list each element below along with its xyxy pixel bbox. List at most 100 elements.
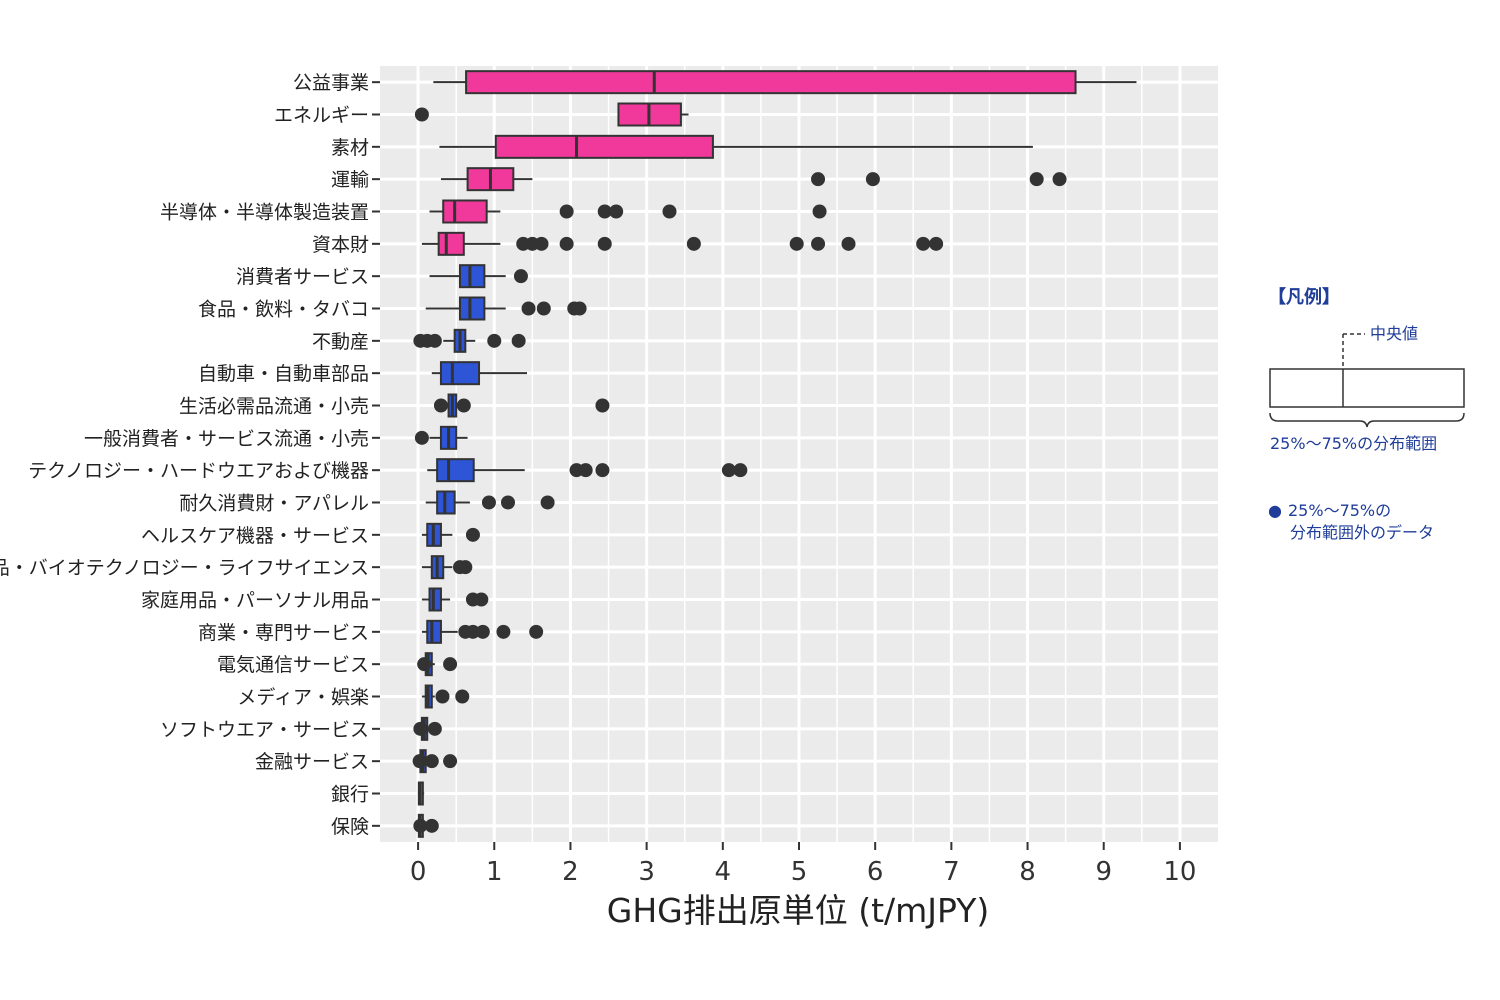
outlier-point xyxy=(424,818,439,833)
box-group xyxy=(413,813,439,838)
box-group xyxy=(431,361,528,386)
category-label: 素材 xyxy=(331,137,369,159)
x-tick-label: 2 xyxy=(562,857,579,887)
box-group xyxy=(421,619,544,644)
outlier-point xyxy=(412,754,427,769)
outlier-point xyxy=(609,204,624,219)
category-label: 半導体・半導体製造装置 xyxy=(160,202,369,224)
category-label: エネルギー xyxy=(274,105,369,127)
outlier-point xyxy=(578,463,593,478)
outlier-point xyxy=(456,398,471,413)
box-group xyxy=(421,587,489,612)
category-label: メディア・娯楽 xyxy=(237,687,369,709)
category-label: 金融サービス xyxy=(255,751,369,773)
legend-median-label: 中央値 xyxy=(1370,324,1418,343)
outlier-point xyxy=(435,689,450,704)
category-label: 銀行 xyxy=(331,784,369,806)
category-label: 一般消費者・サービス流通・小売 xyxy=(84,428,369,450)
box-iqr xyxy=(458,264,486,289)
outlier-point xyxy=(414,107,429,122)
outlier-point xyxy=(733,463,748,478)
category-label: ヘルスケア機器・サービス xyxy=(141,525,369,547)
box-group xyxy=(425,296,587,321)
outlier-point xyxy=(414,430,429,445)
outlier-point xyxy=(455,689,470,704)
box-group xyxy=(421,684,470,709)
boxes-layer xyxy=(412,70,1137,838)
category-label: 自動車・自動車部品 xyxy=(198,363,369,385)
category-label: 家庭用品・パーソナル用品 xyxy=(141,590,369,612)
outlier-point xyxy=(465,527,480,542)
category-label: 医薬品・バイオテクノロジー・ライフサイエンス xyxy=(0,557,369,579)
legend-range-label: 25%～75%の分布範囲 xyxy=(1270,434,1437,453)
outlier-point xyxy=(413,818,428,833)
category-label: 電気通信サービス xyxy=(217,654,369,676)
box-group xyxy=(413,328,526,353)
legend-outlier-label-2: 分布範囲外のデータ xyxy=(1290,523,1434,542)
box-group xyxy=(417,781,425,806)
x-axis-title: GHG排出原単位 (t/mJPY) xyxy=(607,891,989,930)
outlier-point xyxy=(500,495,515,510)
box-iqr xyxy=(436,458,475,483)
outlier-point xyxy=(662,204,677,219)
outlier-point xyxy=(595,463,610,478)
outlier-point xyxy=(534,236,549,251)
outlier-point xyxy=(811,236,826,251)
x-tick-label: 1 xyxy=(486,857,503,887)
box-iqr xyxy=(428,587,442,612)
category-label: 消費者サービス xyxy=(236,266,369,288)
category-label: 資本財 xyxy=(312,234,369,256)
outlier-point xyxy=(465,624,480,639)
box-group xyxy=(421,555,473,580)
outlier-point xyxy=(496,624,511,639)
box-group xyxy=(421,231,944,256)
x-tick-label: 7 xyxy=(943,857,960,887)
outlier-point xyxy=(433,398,448,413)
box-iqr xyxy=(494,134,714,159)
category-labels: 公益事業エネルギー素材運輸半導体・半導体製造装置資本財消費者サービス食品・飲料・… xyxy=(0,72,380,838)
x-tick-label: 5 xyxy=(791,857,808,887)
box-group xyxy=(414,102,689,127)
outlier-point xyxy=(511,333,526,348)
outlier-point xyxy=(789,236,804,251)
outlier-point xyxy=(841,236,856,251)
box-group xyxy=(425,490,555,515)
legend-box xyxy=(1269,368,1465,408)
outlier-point xyxy=(521,301,536,316)
box-group xyxy=(412,749,458,774)
outlier-point xyxy=(597,204,612,219)
outlier-point xyxy=(572,301,587,316)
outlier-point xyxy=(417,657,432,672)
outlier-point xyxy=(540,495,555,510)
category-label: 保険 xyxy=(331,816,369,838)
outlier-point xyxy=(513,269,528,284)
box-group xyxy=(421,522,480,547)
outlier-point xyxy=(427,333,442,348)
box-group xyxy=(414,425,468,450)
box-group xyxy=(433,70,1137,95)
outlier-point xyxy=(595,398,610,413)
box-iqr xyxy=(458,296,486,321)
category-label: 運輸 xyxy=(331,169,369,191)
outlier-point xyxy=(427,721,442,736)
outlier-point xyxy=(481,495,496,510)
box-iqr xyxy=(442,199,488,224)
box-iqr xyxy=(426,619,442,644)
category-label: 不動産 xyxy=(312,331,369,353)
outlier-point xyxy=(559,204,574,219)
outlier-point xyxy=(474,592,489,607)
box-group xyxy=(433,393,610,418)
box-group xyxy=(429,264,528,289)
outlier-point xyxy=(916,236,931,251)
outlier-point xyxy=(812,204,827,219)
outlier-point xyxy=(686,236,701,251)
box-group xyxy=(427,458,748,483)
outlier-point xyxy=(475,624,490,639)
outlier-point xyxy=(529,624,544,639)
outlier-point xyxy=(487,333,502,348)
x-tick-label: 10 xyxy=(1163,857,1196,887)
outlier-point xyxy=(1052,172,1067,187)
x-tick-label: 8 xyxy=(1019,857,1036,887)
outlier-point xyxy=(443,657,458,672)
